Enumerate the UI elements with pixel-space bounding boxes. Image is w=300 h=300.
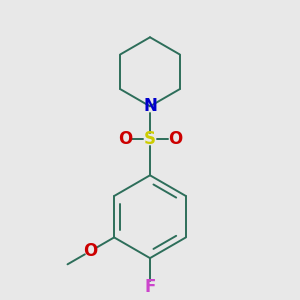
Text: F: F — [144, 278, 156, 296]
Text: O: O — [83, 242, 98, 260]
Text: O: O — [168, 130, 182, 148]
Text: N: N — [143, 97, 157, 115]
Text: S: S — [144, 130, 156, 148]
Text: O: O — [118, 130, 132, 148]
